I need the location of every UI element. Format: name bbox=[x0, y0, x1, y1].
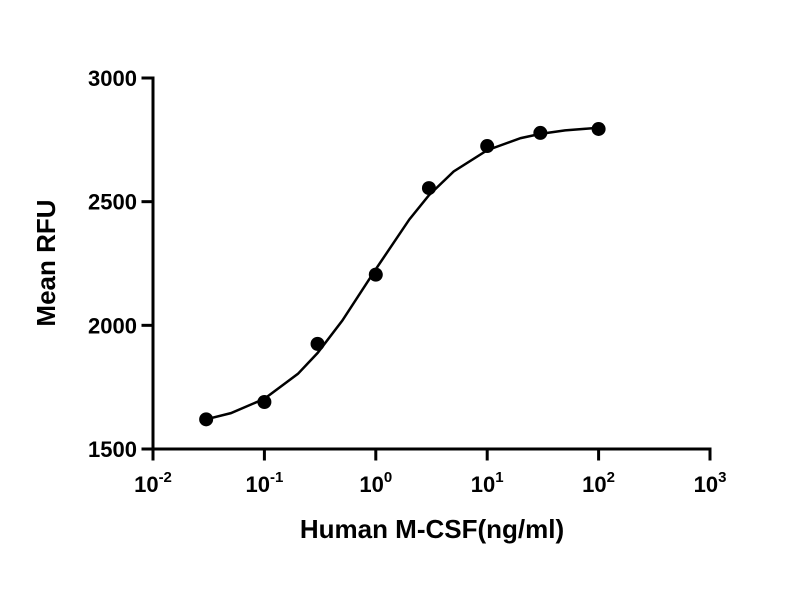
x-tick-label: 101 bbox=[471, 469, 504, 497]
x-tick-label: 102 bbox=[582, 469, 615, 497]
data-point bbox=[421, 181, 436, 196]
y-tick-label: 1500 bbox=[88, 437, 137, 462]
x-tick-exponent: -2 bbox=[159, 469, 172, 486]
x-tick-base: 10 bbox=[359, 472, 383, 497]
data-point bbox=[368, 267, 383, 282]
data-point bbox=[533, 125, 548, 140]
x-tick-exponent: 1 bbox=[495, 469, 503, 486]
x-tick-label: 100 bbox=[359, 469, 392, 497]
x-tick-base: 10 bbox=[582, 472, 606, 497]
y-tick-label: 3000 bbox=[88, 66, 137, 91]
x-tick-base: 10 bbox=[134, 472, 158, 497]
data-point bbox=[310, 336, 325, 351]
x-tick-label: 10-2 bbox=[134, 469, 172, 497]
x-tick-base: 10 bbox=[245, 472, 269, 497]
x-tick-exponent: -1 bbox=[270, 469, 283, 486]
x-tick-base: 10 bbox=[694, 472, 718, 497]
x-tick-base: 10 bbox=[471, 472, 495, 497]
x-tick-exponent: 2 bbox=[607, 469, 615, 486]
y-tick-label: 2500 bbox=[88, 190, 137, 215]
data-point bbox=[199, 412, 214, 427]
x-tick-exponent: 0 bbox=[384, 469, 392, 486]
x-tick-label: 103 bbox=[694, 469, 727, 497]
y-tick-label: 2000 bbox=[88, 313, 137, 338]
fit-curve bbox=[205, 126, 599, 421]
data-point bbox=[257, 395, 272, 410]
data-point bbox=[480, 139, 495, 154]
x-axis-label: Human M-CSF(ng/ml) bbox=[300, 514, 564, 544]
x-tick-label: 10-1 bbox=[245, 469, 283, 497]
data-point bbox=[591, 121, 606, 136]
y-axis-label: Mean RFU bbox=[31, 199, 61, 326]
x-tick-exponent: 3 bbox=[718, 469, 726, 486]
